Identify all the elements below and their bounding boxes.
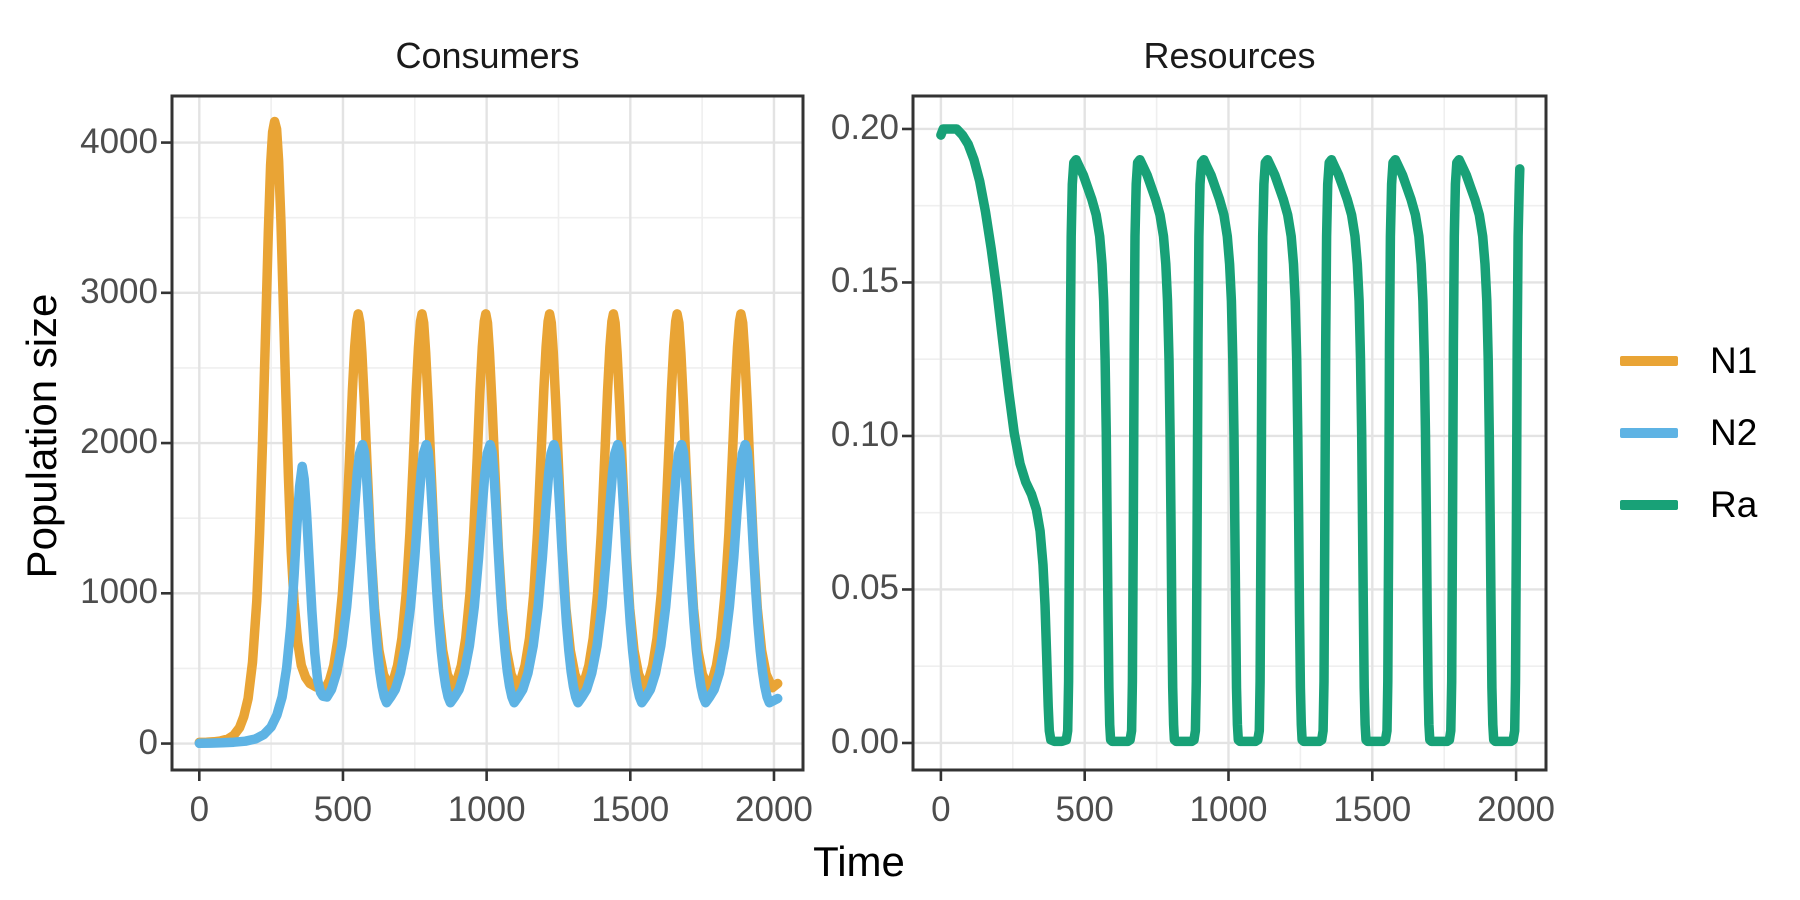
legend-label-n2: N2 [1710,412,1758,453]
x-tick-label: 1000 [1189,790,1268,829]
legend: N1 N2 Ra [1620,338,1757,554]
legend-key-line-ra [1620,500,1678,510]
legend-entry-n2: N2 [1620,410,1757,456]
y-tick-label: 0.05 [830,568,899,608]
x-tick-label: 2000 [735,790,813,829]
legend-entry-ra: Ra [1620,482,1757,528]
y-tick-label: 0 [138,722,158,762]
legend-entry-n1: N1 [1620,338,1757,384]
y-axis-title: Population size [18,293,65,579]
panel-title-resources: Resources [1143,35,1316,76]
x-tick-label: 0 [931,790,951,829]
legend-key-line-n1 [1620,356,1678,366]
x-tick-label: 2000 [1477,790,1556,829]
y-tick-label: 0.10 [830,415,899,455]
y-tick-label: 0.20 [830,108,899,148]
x-tick-label: 1500 [1333,790,1412,829]
x-tick-label: 0 [189,790,210,829]
panel-border [911,94,1548,772]
x-tick-label: 1500 [591,790,670,829]
y-tick-label: 3000 [80,272,158,312]
panel-title-consumers: Consumers [395,35,580,76]
x-tick-label: 1000 [447,790,526,829]
x-tick-label: 500 [1055,790,1114,829]
y-tick-label: 4000 [80,121,158,161]
legend-label-ra: Ra [1710,484,1758,525]
legend-key-line-n2 [1620,428,1678,438]
y-tick-label: 0.00 [830,722,899,762]
y-tick-label: 2000 [80,422,158,462]
x-tick-label: 500 [313,790,373,829]
panel-border [170,94,805,772]
series-line-n2 [194,439,783,749]
series-line-n1 [194,116,783,748]
y-tick-label: 1000 [80,572,158,612]
series-line-ra [936,124,1525,747]
legend-label-n1: N1 [1710,340,1758,381]
x-axis-title: Time [813,838,905,885]
y-tick-label: 0.15 [830,261,899,301]
